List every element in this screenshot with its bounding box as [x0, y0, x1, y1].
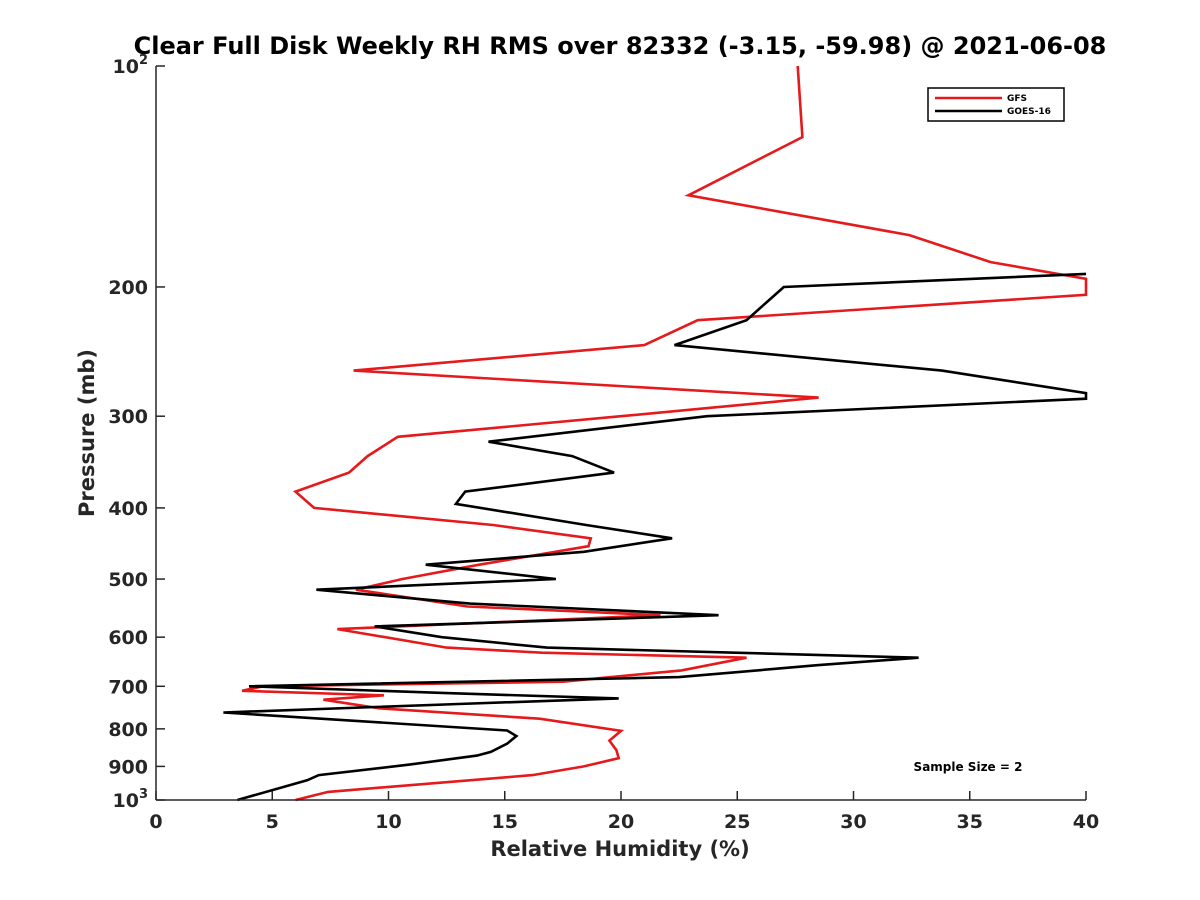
series-line-goes-16: [223, 272, 1088, 802]
axes: 0 5 10 15 20 25 30 35 40102200300400500600700800…: [108, 53, 1099, 833]
y-tick-label: 200: [108, 277, 148, 299]
y-tick-label: 900: [108, 756, 148, 778]
legend-box: [927, 87, 1065, 122]
legend: GFS GOES-16: [927, 87, 1065, 122]
legend-label: GOES-16: [1007, 107, 1051, 117]
x-tick-label: 0: [149, 811, 162, 833]
series-line-gfs: [241, 65, 1088, 802]
sample-size-annotation: Sample Size = 2: [914, 760, 1023, 774]
x-tick-label: 5: [266, 811, 279, 833]
y-axis-label: Pressure (mb): [75, 349, 99, 517]
x-tick-label: 30: [840, 811, 866, 833]
x-tick-label: 25: [724, 811, 750, 833]
chart-title: Clear Full Disk Weekly RH RMS over 82332…: [134, 32, 1107, 60]
x-tick-label: 40: [1073, 811, 1099, 833]
x-axis-label: Relative Humidity (%): [490, 837, 749, 861]
y-tick-label: 600: [108, 627, 148, 649]
x-tick-label: 10: [375, 811, 401, 833]
x-tick-label: 35: [957, 811, 983, 833]
y-tick-label: 700: [108, 676, 148, 698]
legend-entries: GFS GOES-16: [935, 94, 1051, 117]
plot-area: [223, 65, 1088, 802]
legend-label: GFS: [1007, 94, 1027, 104]
y-tick-label: 500: [108, 569, 148, 591]
x-tick-label: 15: [492, 811, 518, 833]
x-tick-label: 20: [608, 811, 634, 833]
y-tick-label: 800: [108, 719, 148, 741]
y-tick-label: 300: [108, 406, 148, 428]
y-tick-label: 400: [108, 498, 148, 520]
